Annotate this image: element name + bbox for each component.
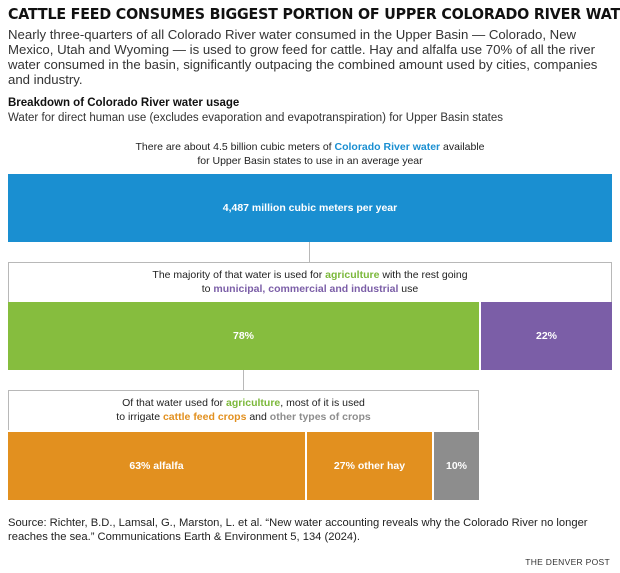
- total-water-label: 4,487 million cubic meters per year: [222, 202, 398, 214]
- municipal-share-label: 22%: [535, 330, 557, 342]
- connector-line-1: [309, 242, 310, 262]
- publisher-credit: THE DENVER POST: [525, 557, 610, 567]
- connector-line-2: [243, 370, 244, 390]
- municipal-share-bar: 22%: [481, 302, 612, 370]
- other-crops-share-label: 10%: [445, 460, 467, 472]
- step3-text: Of that water used for agriculture, most…: [8, 396, 479, 424]
- lede-text: Nearly three-quarters of all Colorado Ri…: [8, 27, 598, 87]
- alfalfa-share-label: 63% alfalfa: [129, 460, 184, 472]
- source-note: Source: Richter, B.D., Lamsal, G., Marst…: [8, 517, 588, 543]
- intro-line2: for Upper Basin states to use in an aver…: [197, 155, 423, 167]
- step3-line2-mid: and: [246, 411, 270, 423]
- step2-highlight-agriculture: agriculture: [325, 269, 380, 281]
- step2-line1-pre: The majority of that water is used for: [152, 269, 326, 281]
- other-crops-share-bar: 10%: [434, 432, 479, 500]
- bracket-frame-1: [8, 262, 612, 302]
- other-hay-share-label: 27% other hay: [333, 460, 406, 472]
- intro-highlight-colorado-river-water: Colorado River water: [334, 141, 441, 153]
- other-hay-share-bar: 27% other hay: [307, 432, 432, 500]
- step3-line2-pre: to irrigate: [116, 411, 163, 423]
- alfalfa-share-bar: 63% alfalfa: [8, 432, 305, 500]
- agriculture-share-bar: 78%: [8, 302, 479, 370]
- step2-text: The majority of that water is used for a…: [8, 268, 612, 296]
- step2-line2-post: use: [398, 283, 419, 295]
- intro-line1-pre: There are about 4.5 billion cubic meters…: [135, 141, 335, 153]
- total-water-bar: 4,487 million cubic meters per year: [8, 174, 612, 242]
- bracket-frame-2: [8, 390, 479, 430]
- step3-line1-post: , most of it is used: [280, 397, 365, 409]
- page-title: CATTLE FEED CONSUMES BIGGEST PORTION OF …: [8, 5, 620, 23]
- chart-title: Breakdown of Colorado River water usage: [8, 97, 240, 109]
- step3-line1-pre: Of that water used for: [122, 397, 226, 409]
- step3-highlight-other-crops: other types of crops: [269, 411, 371, 423]
- intro-text: There are about 4.5 billion cubic meters…: [8, 140, 612, 168]
- step2-highlight-municipal: municipal, commercial and industrial: [213, 283, 399, 295]
- intro-line1-post: available: [440, 141, 485, 153]
- agriculture-share-label: 78%: [232, 330, 254, 342]
- step3-highlight-agriculture: agriculture: [226, 397, 281, 409]
- step2-line1-post: with the rest going: [379, 269, 468, 281]
- chart-subtitle: Water for direct human use (excludes eva…: [8, 112, 503, 124]
- step3-highlight-cattle-feed: cattle feed crops: [162, 411, 247, 423]
- step2-line2-pre: to: [201, 283, 214, 295]
